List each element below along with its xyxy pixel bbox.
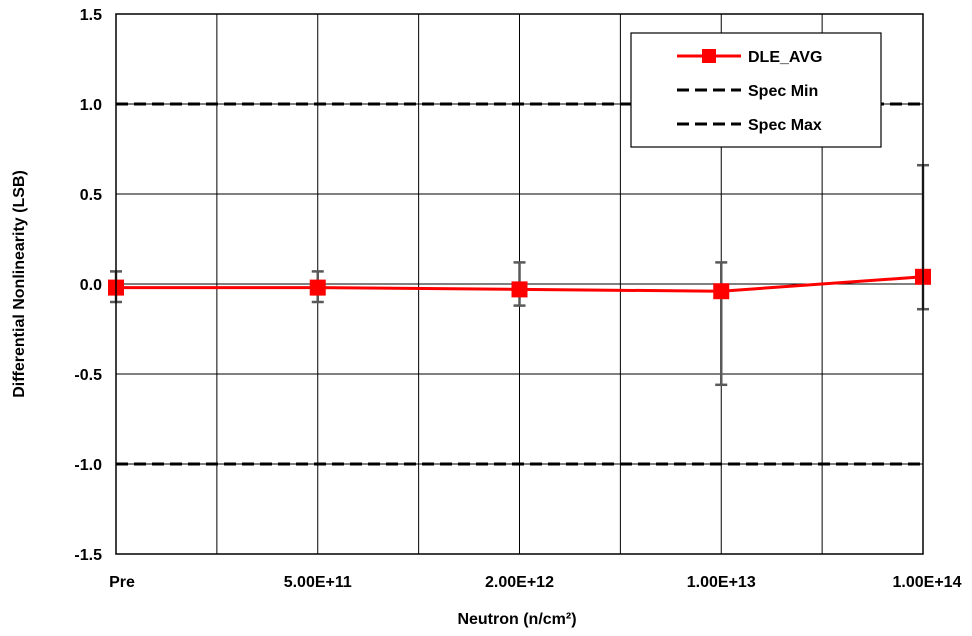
legend-box	[630, 32, 882, 148]
legend-label: Spec Min	[748, 83, 818, 100]
y-tick-label: -0.5	[74, 367, 102, 384]
dle-avg-marker	[713, 283, 730, 300]
x-tick-label: 1.00E+14	[893, 574, 962, 591]
x-tick-labels: Pre 5.00E+11 2.00E+12 1.00E+13 1.00E+14	[109, 574, 961, 591]
dle-avg-marker	[309, 279, 326, 296]
data-series	[108, 268, 931, 300]
plot-border	[115, 13, 924, 555]
x-axis-label: Neutron (n/cm²)	[457, 611, 576, 628]
x-tick-label: 5.00E+11	[284, 574, 352, 591]
y-tick-label: 1.0	[80, 97, 102, 114]
y-tick-label: -1.5	[74, 547, 102, 564]
y-tick-labels: -1.5 -1.0 -0.5 0.0 0.5 1.0 1.5	[74, 7, 102, 564]
y-axis-label: Differential Nonlinearity (LSB)	[11, 170, 28, 398]
x-tick-label: Pre	[109, 574, 135, 591]
y-tick-label: 1.5	[80, 7, 102, 24]
y-tick-label: -1.0	[74, 457, 102, 474]
y-tick-label: 0.0	[80, 277, 102, 294]
y-tick-label: 0.5	[80, 187, 102, 204]
legend: DLE_AVG Spec Min Spec Max	[630, 32, 882, 148]
legend-label: DLE_AVG	[748, 49, 822, 66]
x-tick-label: 2.00E+12	[485, 574, 554, 591]
legend-label: Spec Max	[748, 117, 822, 134]
dle-avg-marker	[511, 281, 528, 298]
x-tick-label: 1.00E+13	[687, 574, 756, 591]
legend-swatch-marker	[702, 49, 716, 63]
